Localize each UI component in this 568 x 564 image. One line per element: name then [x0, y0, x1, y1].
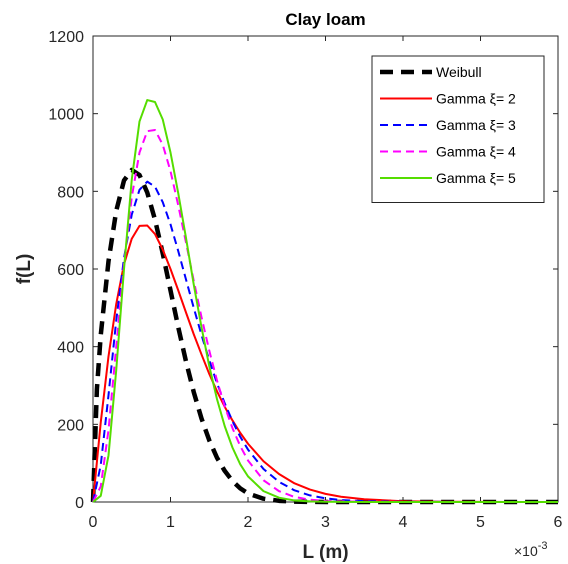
- series-line-3: [92, 128, 558, 503]
- x-tick-label: 1: [166, 514, 175, 531]
- x-tick-label: 3: [321, 514, 330, 531]
- x-tick-label: 0: [89, 514, 98, 531]
- x-tick-label: 2: [244, 514, 253, 531]
- y-tick-label: 0: [75, 495, 84, 512]
- legend-label: Gamma ξ= 2: [436, 91, 516, 107]
- x-tick-label: 5: [476, 514, 485, 531]
- x-tick-label: 4: [399, 514, 408, 531]
- y-axis-label: f(L): [14, 254, 35, 285]
- y-tick-label: 400: [57, 340, 84, 357]
- x-exponent-power: -3: [538, 540, 548, 552]
- y-tick-labels: 0 200 400 600 800 1000 1200: [48, 29, 84, 512]
- legend-label: Gamma ξ= 3: [436, 117, 516, 133]
- legend-label: Weibull: [436, 64, 482, 80]
- x-axis-exponent: ×10-3: [514, 540, 548, 559]
- legend-label: Gamma ξ= 4: [436, 144, 516, 160]
- legend: Weibull Gamma ξ= 2 Gamma ξ= 3 Gamma ξ= 4 Gam…: [371, 55, 545, 203]
- x-tick-label: 6: [554, 514, 563, 531]
- x-axis-label: L (m): [302, 542, 348, 563]
- x-tick-labels: 0 1 2 3 4 5 6: [89, 514, 563, 531]
- y-tick-label: 800: [57, 184, 84, 201]
- y-tick-label: 1200: [48, 29, 84, 46]
- y-tick-label: 600: [57, 262, 84, 279]
- series-line-0: [90, 167, 558, 505]
- x-exponent-base: ×10: [514, 543, 538, 559]
- legend-label: Gamma ξ= 5: [436, 170, 516, 186]
- y-tick-label: 1000: [48, 107, 84, 124]
- chart-title: Clay loam: [285, 10, 365, 29]
- series-layer: [90, 99, 559, 505]
- y-tick-label: 200: [57, 417, 84, 434]
- series-line-4: [92, 99, 558, 503]
- series-line-2: [92, 180, 558, 503]
